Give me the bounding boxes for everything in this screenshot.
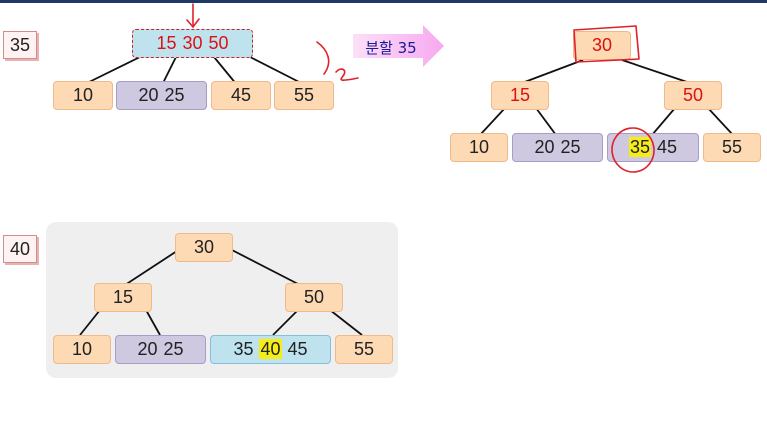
edge-root-to-55 (249, 56, 306, 86)
result-leaf-55: 55 (703, 133, 761, 162)
leaf-55: 55 (274, 81, 334, 110)
result-node-50: 50 (664, 81, 722, 110)
edge-s2-15-to-10 (79, 309, 101, 336)
insert-35-label: 35 (3, 31, 37, 59)
result-leaf-35-45: 35 45 (607, 133, 699, 162)
leaf-10: 10 (53, 81, 113, 110)
result-node-15: 15 (491, 81, 549, 110)
edge-s2-15-to-20-25 (145, 309, 161, 336)
s2-leaf-20-25: 20 25 (115, 335, 206, 364)
top-border (0, 0, 767, 3)
s2-leaf-35-40-45: 35 40 45 (210, 335, 331, 364)
edge-root-to-10 (82, 56, 141, 86)
key-30: 30 (182, 33, 203, 53)
new-key-35: 35 (628, 137, 651, 157)
s2-node-15: 15 (94, 283, 152, 312)
s2-root-30: 30 (175, 233, 233, 262)
s2-leaf-10: 10 (53, 335, 111, 364)
edge-s2-50-to-55 (329, 309, 363, 336)
edge-30-to-50 (621, 59, 691, 84)
edge-15-to-10 (479, 107, 506, 136)
edge-root-to-20-25 (161, 56, 177, 86)
result-leaf-10: 10 (450, 133, 508, 162)
edge-50-to-35-45 (651, 107, 676, 136)
leaf-45: 45 (211, 81, 271, 110)
split-arrow: 분할 35 (353, 25, 445, 67)
key-50: 50 (208, 33, 229, 53)
edge-30-to-15 (521, 59, 584, 84)
edge-s2-30-to-15 (124, 248, 181, 286)
s2-node-50: 50 (285, 283, 343, 312)
result-leaf-20-25: 20 25 (512, 133, 603, 162)
result-root-30: 30 (573, 31, 631, 60)
overflow-root-node: 15 30 50 (132, 29, 253, 58)
insert-40-label: 40 (3, 235, 37, 263)
edge-15-to-20-25 (535, 107, 557, 136)
edge-50-to-55 (707, 107, 734, 136)
arrow-shape-icon (353, 25, 444, 67)
leaf-20-25: 20 25 (116, 81, 207, 110)
edge-root-to-45 (213, 56, 238, 86)
s2-leaf-55: 55 (335, 335, 393, 364)
edge-s2-30-to-50 (229, 248, 301, 286)
new-key-40: 40 (259, 339, 282, 359)
edge-s2-50-to-35-40-45 (272, 309, 299, 336)
key-15: 15 (156, 33, 177, 53)
split-arrow-label: 분할 35 (365, 39, 417, 57)
